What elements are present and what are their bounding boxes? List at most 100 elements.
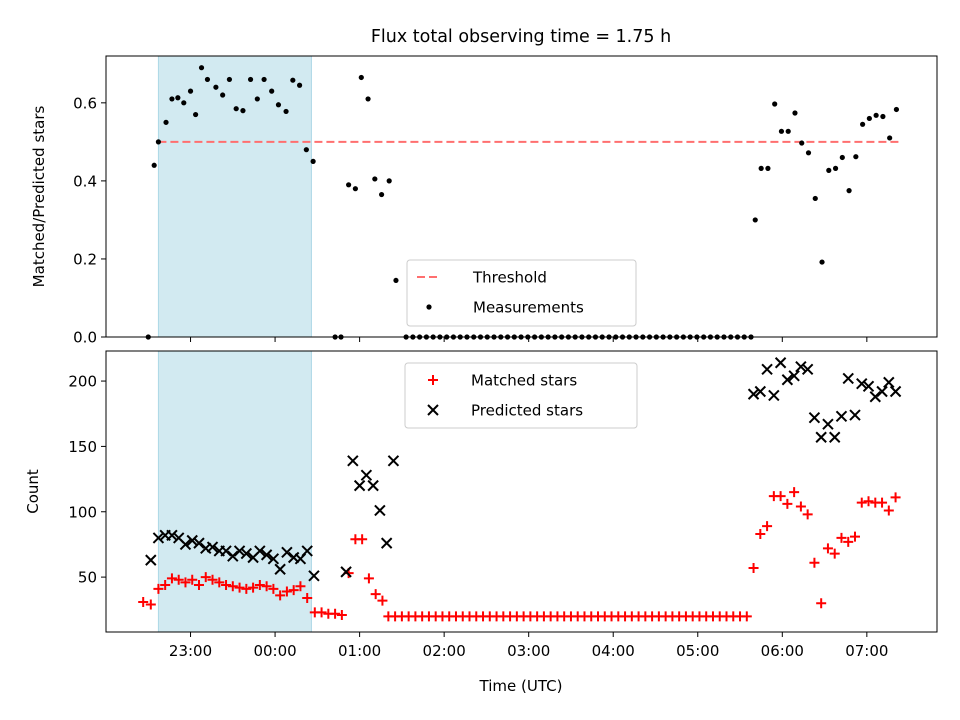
- count-legend: Matched stars Predicted stars: [404, 362, 638, 429]
- predicted-stars-series: [145, 357, 902, 582]
- measurement-point-90: [765, 165, 771, 171]
- measurement-point-12: [220, 92, 226, 98]
- measurement-point-7: [187, 88, 194, 94]
- legend-box: [404, 362, 638, 429]
- measurement-point-10: [204, 76, 211, 83]
- matched-point-24: [302, 593, 313, 604]
- matched-point-26: [316, 607, 327, 618]
- predicted-point-31: [380, 537, 393, 549]
- predicted-point-45: [829, 431, 841, 443]
- measurement-point-98: [819, 259, 825, 265]
- measurement-point-96: [805, 150, 812, 156]
- matched-point-35: [377, 595, 388, 606]
- predicted-point-23: [301, 545, 313, 557]
- measurement-point-108: [887, 135, 893, 141]
- matched-point-0: [138, 596, 149, 607]
- matched-point-9: [200, 572, 211, 583]
- measurement-point-101: [839, 154, 845, 161]
- shaded-interval: [157, 55, 312, 338]
- measurement-point-19: [269, 88, 275, 94]
- matched-point-32: [357, 534, 368, 545]
- predicted-point-30: [374, 504, 386, 517]
- predicted-point-16: [254, 545, 266, 557]
- x-tick-label: 00:00: [253, 642, 296, 660]
- predicted-point-6: [186, 534, 198, 547]
- predicted-point-38: [781, 374, 794, 386]
- matched-point-22: [288, 585, 299, 596]
- measurement-point-89: [758, 165, 764, 171]
- shaded-interval-rect: [157, 55, 312, 338]
- matched-point-19: [268, 583, 279, 594]
- predicted-point-32: [387, 455, 400, 467]
- predicted-point-36: [768, 389, 780, 402]
- predicted-point-46: [835, 410, 848, 423]
- count-y-axis-label: Count: [24, 469, 42, 514]
- predicted-point-9: [206, 541, 219, 553]
- predicted-point-7: [193, 537, 205, 549]
- predicted-point-24: [308, 570, 320, 582]
- matched-point-100: [816, 598, 827, 609]
- ratio-x-ticks: [190, 337, 868, 342]
- measurement-point-95: [799, 140, 805, 146]
- chart-title: Flux total observing time = 1.75 h: [371, 27, 671, 47]
- predicted-point-49: [856, 377, 868, 390]
- measurement-point-25: [310, 158, 316, 164]
- matched-point-7: [187, 574, 198, 585]
- matched-point-4: [166, 573, 177, 584]
- measurement-point-5: [175, 95, 181, 101]
- predicted-point-48: [849, 409, 861, 421]
- measurement-point-33: [378, 191, 385, 198]
- matched-point-95: [782, 498, 793, 509]
- matched-point-98: [802, 509, 813, 520]
- matched-point-105: [849, 531, 860, 542]
- matched-point-111: [890, 492, 901, 503]
- measurement-point-94: [792, 110, 798, 116]
- matched-point-13: [227, 581, 238, 592]
- matched-point-8: [193, 579, 204, 590]
- x-axis-label: Time (UTC): [479, 677, 563, 695]
- ratio-legend: Threshold Measurements: [406, 259, 637, 327]
- count-panel-frame: [105, 350, 938, 633]
- y-tick-label: 150: [68, 438, 97, 456]
- matched-point-102: [829, 548, 840, 559]
- measurement-point-106: [873, 112, 879, 118]
- predicted-point-25: [340, 566, 352, 578]
- measurement-point-18: [261, 76, 267, 83]
- matched-point-16: [248, 582, 259, 593]
- predicted-point-34: [754, 385, 767, 398]
- predicted-point-40: [795, 360, 807, 373]
- predicted-point-37: [774, 357, 787, 369]
- x-tick-label: 01:00: [338, 642, 381, 660]
- matched-point-3: [160, 579, 171, 590]
- ratio-panel: 0.0 0.2 0.4 0.6 Matched/Predicted stars Thr…: [30, 55, 938, 347]
- predicted-point-0: [145, 554, 157, 566]
- measurement-point-8: [193, 111, 199, 118]
- x-tick-label: 06:00: [761, 642, 804, 660]
- predicted-point-11: [220, 545, 232, 557]
- measurement-point-104: [860, 121, 866, 127]
- matched-stars-series: [138, 487, 901, 622]
- matched-point-10: [207, 574, 218, 585]
- matched-point-28: [330, 608, 341, 619]
- x-tick-label: 23:00: [169, 642, 212, 660]
- count-points: [138, 357, 902, 622]
- predicted-point-43: [815, 431, 827, 443]
- measurement-point-11: [213, 84, 219, 90]
- measurement-point-30: [358, 74, 364, 81]
- count-panel: 50 100 150 200 23:00 00:00 01:00 02:00 03:00 04:…: [24, 350, 938, 660]
- predicted-point-33: [747, 388, 760, 400]
- measurement-point-24: [303, 147, 309, 153]
- matched-point-21: [281, 586, 292, 597]
- matched-point-5: [173, 574, 184, 585]
- measurement-point-88: [752, 217, 758, 223]
- legend-measurement-handle: [426, 304, 432, 310]
- predicted-point-41: [801, 363, 814, 376]
- measurement-point-22: [290, 77, 296, 83]
- measurement-point-102: [846, 188, 852, 194]
- predicted-point-27: [353, 479, 366, 492]
- legend-label: Threshold: [472, 269, 547, 287]
- matched-point-101: [822, 543, 833, 554]
- measurement-point-105: [866, 115, 872, 122]
